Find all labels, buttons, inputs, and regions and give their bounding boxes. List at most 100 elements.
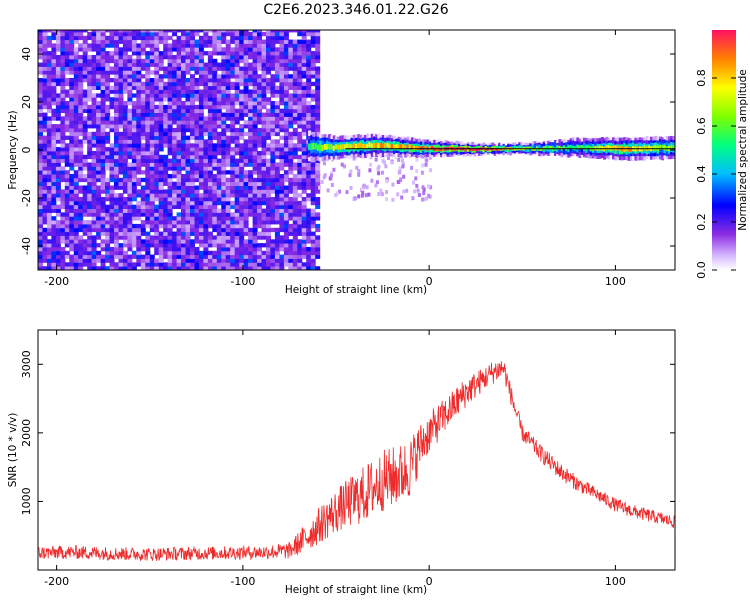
heatmap-cell: [42, 250, 48, 256]
heatmap-cell: [87, 143, 93, 148]
heatmap-cell: [122, 108, 128, 113]
heatmap-cell: [136, 204, 142, 209]
heatmap-cell: [248, 35, 254, 41]
heatmap-cell: [203, 131, 209, 137]
heatmap-cell: [136, 143, 142, 148]
heatmap-cell: [368, 168, 372, 173]
heatmap-cell: [149, 139, 155, 144]
heatmap-cell: [239, 239, 245, 244]
heatmap-cell: [91, 39, 97, 44]
heatmap-cell: [114, 200, 119, 206]
heatmap-cell: [96, 254, 102, 259]
heatmap-cell: [127, 266, 133, 270]
heatmap-cell: [82, 116, 88, 121]
heatmap-cell: [261, 266, 267, 270]
heatmap-cell: [64, 266, 70, 270]
heatmap-cell: [185, 216, 191, 221]
heatmap-cell: [114, 239, 119, 244]
x-tick-label: -100: [230, 575, 255, 588]
heatmap-cell: [288, 66, 294, 71]
heatmap-cell: [87, 104, 93, 110]
heatmap-cell: [69, 212, 75, 217]
heatmap-cell: [122, 197, 128, 202]
heatmap-cell: [46, 170, 52, 175]
heatmap-cell: [266, 89, 271, 94]
heatmap-cell: [234, 216, 240, 221]
heatmap-cell: [158, 97, 164, 102]
heatmap-cell: [261, 197, 267, 202]
heatmap-cell: [230, 266, 236, 270]
heatmap-cell: [301, 231, 307, 236]
heatmap-band-cell: [323, 144, 327, 150]
heatmap-cell: [248, 127, 254, 133]
heatmap-cell: [194, 185, 200, 190]
heatmap-cell: [60, 85, 66, 90]
heatmap-band-cell: [370, 143, 374, 149]
heatmap-band-cell: [404, 145, 408, 150]
heatmap-cell: [64, 43, 70, 48]
heatmap-cell: [46, 204, 52, 209]
heatmap-cell: [131, 189, 137, 194]
heatmap-cell: [279, 262, 285, 267]
heatmap-cell: [270, 166, 276, 171]
heatmap-cell: [60, 131, 66, 137]
heatmap-cell: [91, 35, 97, 41]
heatmap-cell: [190, 104, 195, 110]
heatmap-cell: [288, 62, 294, 67]
heatmap-cell: [283, 162, 289, 167]
heatmap-cell: [194, 104, 200, 110]
heatmap-cell: [216, 97, 222, 102]
heatmap-cell: [114, 35, 119, 41]
heatmap-cell: [239, 143, 245, 148]
heatmap-cell: [190, 158, 195, 163]
heatmap-cell: [100, 231, 106, 236]
colorbar: 0.00.20.40.60.8 Normalized spectral ampl…: [695, 30, 749, 279]
heatmap-cell: [96, 193, 102, 198]
heatmap-cell: [234, 200, 240, 206]
heatmap-cell: [274, 208, 280, 213]
heatmap-cell: [154, 223, 160, 229]
heatmap-cell: [248, 151, 254, 156]
heatmap-cell: [149, 220, 155, 225]
heatmap-cell: [87, 147, 93, 152]
heatmap-cell: [306, 220, 312, 225]
heatmap-cell: [167, 193, 173, 198]
heatmap-band-cell: [410, 145, 414, 150]
heatmap-cell: [221, 212, 227, 217]
heatmap-cell: [46, 166, 52, 171]
heatmap-cell: [225, 47, 231, 52]
heatmap-cell: [230, 74, 236, 79]
heatmap-cell: [216, 108, 222, 113]
heatmap-cell: [96, 135, 102, 140]
heatmap-cell: [140, 170, 146, 175]
heatmap-cell: [297, 93, 303, 98]
heatmap-cell: [239, 204, 245, 209]
heatmap-cell: [172, 127, 178, 133]
heatmap-cell: [100, 266, 106, 270]
heatmap-cell: [270, 227, 276, 233]
heatmap-cell: [181, 231, 186, 236]
heatmap-cell: [114, 131, 119, 137]
heatmap-cell: [301, 62, 307, 67]
heatmap-cell: [239, 66, 245, 71]
heatmap-cell: [261, 258, 267, 263]
heatmap-cell: [203, 204, 209, 209]
heatmap-cell: [69, 47, 75, 52]
heatmap-cell: [69, 231, 75, 236]
heatmap-cell: [243, 154, 249, 160]
heatmap-cell: [203, 30, 209, 33]
heatmap-cell: [288, 55, 294, 60]
heatmap-cell: [185, 208, 191, 213]
heatmap-cell: [167, 120, 173, 125]
heatmap-cell: [297, 220, 303, 225]
heatmap-cell: [216, 78, 222, 83]
heatmap-cell: [292, 151, 298, 156]
heatmap-cell: [261, 81, 267, 87]
heatmap-cell: [46, 70, 52, 75]
heatmap-cell: [55, 177, 61, 183]
heatmap-cell: [172, 216, 178, 221]
heatmap-cell: [114, 243, 119, 248]
heatmap-cell: [122, 177, 128, 183]
heatmap-cell: [248, 181, 254, 186]
